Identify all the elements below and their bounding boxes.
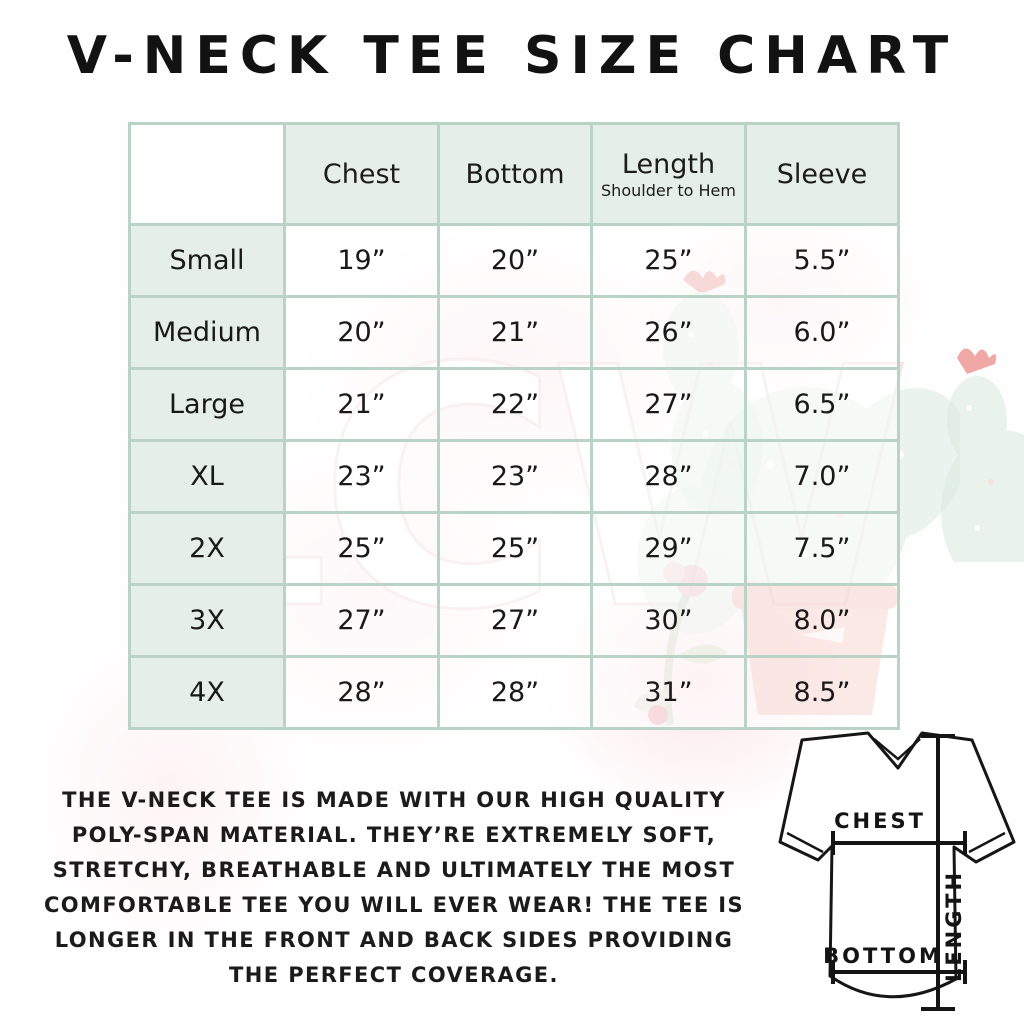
description-line: POLY-SPAN MATERIAL. THEY’RE EXTREMELY SO… [71,823,717,847]
column-header-length-label: Length [621,148,716,180]
column-header-chest: Chest [283,122,440,226]
bottom-label: BOTTOM [823,944,943,968]
bottom-measure-line [831,960,967,984]
description-line: COMFORTABLE TEE YOU WILL EVER WEAR! THE … [43,893,745,917]
sleeve-value-cell: 6.5” [744,367,900,442]
size-chart-table: Chest Bottom Length Shoulder to Hem Slee… [128,122,900,730]
table-row-small: Small 19” 20” 25” 5.5” [128,223,900,298]
table-row-2x: 2X 25” 25” 29” 7.5” [128,511,900,586]
length-measure-line [921,734,955,1011]
size-cell: 4X [128,655,286,730]
table-row-3x: 3X 27” 27” 30” 8.0” [128,583,900,658]
collar-inner-line [873,738,921,761]
tee-measurement-diagram: CHEST LENGTH BOTTOM [778,731,1016,1011]
chest-value-cell: 21” [283,367,440,442]
page-title: V-NECK TEE SIZE CHART [66,26,958,86]
length-value-cell: 26” [590,295,747,370]
sleeve-value-cell: 6.0” [744,295,900,370]
length-value-cell: 30” [590,583,747,658]
length-value-cell: 31” [590,655,747,730]
description-paragraph: THE V-NECK TEE IS MADE WITH OUR HIGH QUA… [12,783,776,993]
right-cuff-line [968,831,1006,854]
column-header-sleeve: Sleeve [744,122,900,226]
description-line: THE PERFECT COVERAGE. [229,963,559,987]
size-cell: Medium [128,295,286,370]
description-line: THE V-NECK TEE IS MADE WITH OUR HIGH QUA… [62,788,726,812]
sleeve-value-cell: 8.0” [744,583,900,658]
bottom-value-cell: 22” [437,367,593,442]
chest-value-cell: 23” [283,439,440,514]
sleeve-value-cell: 5.5” [744,223,900,298]
table-row-xl: XL 23” 23” 28” 7.0” [128,439,900,514]
length-value-cell: 25” [590,223,747,298]
length-value-cell: 27” [590,367,747,442]
bottom-value-cell: 20” [437,223,593,298]
bottom-value-cell: 28” [437,655,593,730]
table-row-medium: Medium 20” 21” 26” 6.0” [128,295,900,370]
chest-value-cell: 28” [283,655,440,730]
chest-value-cell: 20” [283,295,440,370]
size-cell: 2X [128,511,286,586]
watermark-cactus-edge-icon [941,348,1024,562]
bottom-value-cell: 27” [437,583,593,658]
sleeve-value-cell: 7.0” [744,439,900,514]
column-header-length-sublabel: Shoulder to Hem [601,180,736,200]
sleeve-value-cell: 7.5” [744,511,900,586]
column-header-bottom: Bottom [437,122,593,226]
left-cuff-line [786,831,824,854]
description-line: LONGER IN THE FRONT AND BACK SIDES PROVI… [54,928,734,952]
bottom-value-cell: 23” [437,439,593,514]
chest-value-cell: 25” [283,511,440,586]
chest-value-cell: 19” [283,223,440,298]
chest-measure-line [831,831,967,855]
size-cell: Large [128,367,286,442]
corner-empty-cell [128,122,286,226]
size-cell: 3X [128,583,286,658]
size-cell: Small [128,223,286,298]
column-header-length: Length Shoulder to Hem [590,122,747,226]
header-row: Chest Bottom Length Shoulder to Hem Slee… [128,122,900,226]
size-cell: XL [128,439,286,514]
table-row-large: Large 21” 22” 27” 6.5” [128,367,900,442]
length-value-cell: 29” [590,511,747,586]
length-value-cell: 28” [590,439,747,514]
bottom-value-cell: 25” [437,511,593,586]
chest-value-cell: 27” [283,583,440,658]
bottom-value-cell: 21” [437,295,593,370]
chest-label: CHEST [834,809,926,833]
length-label: LENGTH [942,870,966,982]
description-line: STRETCHY, BREATHABLE AND ULTIMATELY THE … [52,858,736,882]
